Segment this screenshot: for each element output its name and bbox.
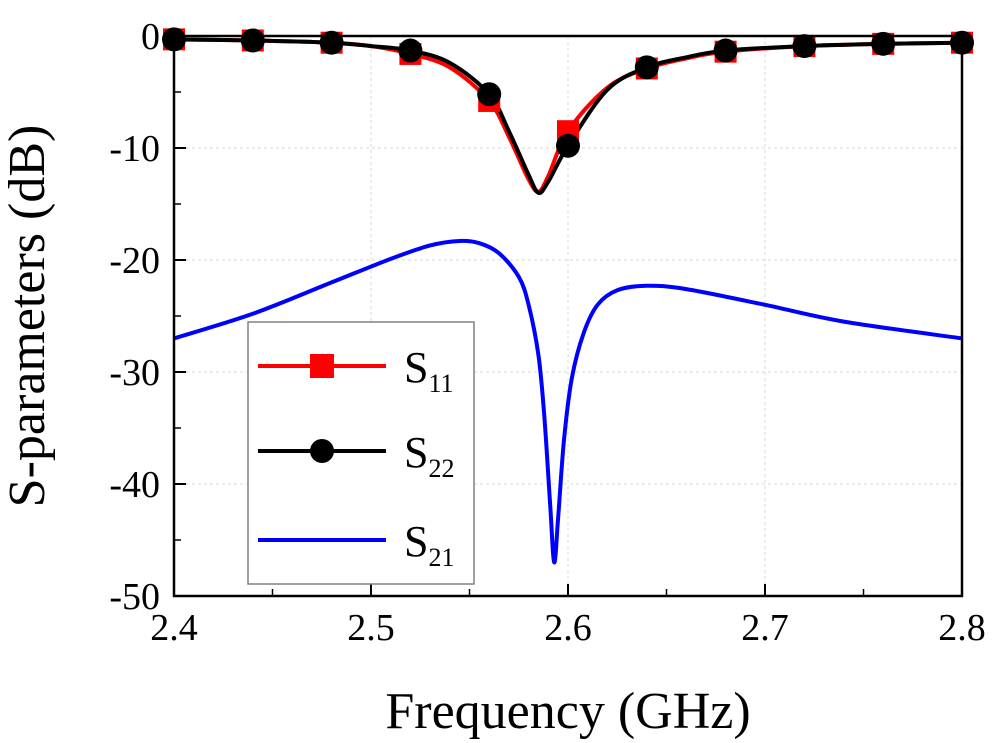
grid-lines — [174, 36, 962, 596]
marker-s22 — [634, 55, 659, 80]
x-axis-title: Frequency (GHz) — [385, 683, 750, 740]
marker-s22 — [477, 82, 502, 107]
marker-s22 — [713, 38, 738, 63]
y-tick-label: -10 — [109, 128, 160, 170]
y-tick-label: -20 — [109, 240, 160, 282]
legend-label-s11: S11 — [404, 343, 454, 398]
legend-marker-s11 — [310, 354, 334, 378]
y-axis-title: S-parameters (dB) — [0, 125, 56, 508]
x-tick-label: 2.5 — [347, 607, 395, 649]
x-tick-label: 2.4 — [150, 607, 198, 649]
legend-label-s22: S22 — [404, 428, 454, 483]
marker-s22 — [792, 34, 817, 59]
x-tick-label: 2.7 — [741, 607, 789, 649]
marker-s22 — [556, 133, 580, 158]
y-tick-label: -50 — [109, 576, 160, 618]
series-line-s21 — [174, 238, 962, 565]
legend-entry-s11: S11 — [258, 343, 454, 398]
x-tick-label: 2.6 — [544, 607, 592, 649]
y-tick-label: 0 — [141, 16, 160, 58]
marker-s22 — [398, 38, 423, 63]
x-tick-label: 2.8 — [938, 607, 986, 649]
y-tick-label: -40 — [109, 464, 160, 506]
marker-s22 — [240, 28, 265, 53]
axis-ticks: 2.4 2.5 2.6 2.7 2.8 0 -10 -20 -30 -40 -50 — [109, 16, 985, 649]
legend-entry-s22: S22 — [258, 428, 454, 483]
legend: S11 S22 S21 — [247, 321, 475, 585]
marker-s22 — [871, 31, 896, 56]
y-tick-label: -30 — [109, 352, 160, 394]
legend-label-s21: S21 — [404, 517, 454, 572]
legend-marker-s22 — [310, 439, 334, 463]
legend-entry-s21: S21 — [258, 517, 454, 572]
marker-s22 — [319, 30, 344, 55]
